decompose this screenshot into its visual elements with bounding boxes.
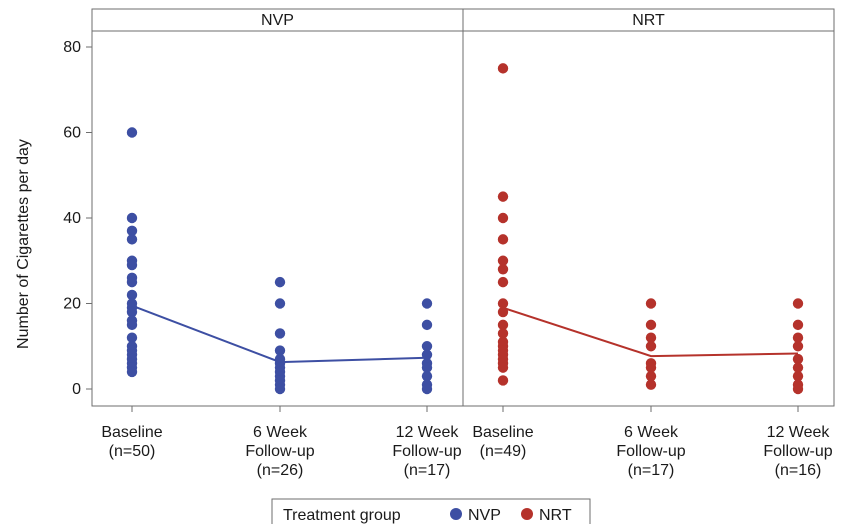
data-point [792,319,804,331]
y-tick-label: 80 [63,39,81,56]
data-point [126,276,138,288]
y-axis-title: Number of Cigarettes per day [15,139,32,349]
panel-title: NVP [261,12,294,29]
data-point [421,298,433,309]
legend-box [271,498,591,524]
data-point [645,332,657,343]
data-point [792,362,804,373]
data-point [497,298,509,309]
panel-title: NRT [632,12,665,29]
y-tick-label: 20 [63,296,81,313]
panel-nvp: NVP Baseline (n=50) 6 Week Follow-up (n=26) 12… [91,8,464,479]
mean-line [502,306,799,358]
data-point [126,212,138,224]
data-point [126,225,138,237]
data-point [126,319,138,331]
data-point [497,63,509,74]
legend-label-nrt: NRT [539,507,572,524]
data-point [497,255,509,266]
data-point [126,127,138,138]
legend-title: Treatment group [283,507,401,524]
data-point [421,362,433,373]
legend-marker-nrt [521,508,533,520]
data-point [274,328,286,339]
data-point [497,191,509,202]
data-point [126,289,138,301]
data-point [274,298,286,309]
data-point [126,332,138,343]
data-point [274,276,286,288]
data-point [497,362,509,373]
legend-marker-nvp [450,508,462,520]
data-point [497,276,509,288]
data-point [792,341,804,352]
data-point [792,383,804,395]
x-tick-label: Baseline (n=49) [472,424,533,460]
data-point [126,306,138,318]
legend: Treatment group NVP NRT [271,498,591,524]
data-point [421,319,433,331]
data-point [645,379,657,390]
panel-frame [462,30,835,407]
data-point [497,234,509,245]
x-tick-label: 12 Week Follow-up (n=17) [392,424,461,479]
data-point [792,370,804,382]
data-point [497,319,509,331]
data-point [421,349,433,360]
data-point [645,298,657,309]
data-point [421,383,433,395]
data-point [497,375,509,386]
data-point [645,370,657,382]
y-tick-label: 40 [63,210,81,227]
data-point [645,362,657,373]
data-point [792,332,804,343]
data-point [792,353,804,365]
data-point [274,383,286,395]
panel-nrt: NRT Baseline (n=49) 6 Week Follow-up (n=17) 12… [462,8,835,479]
data-point [497,306,509,318]
data-point [497,264,509,275]
panels: NVP Baseline (n=50) 6 Week Follow-up (n=26) 12… [91,8,835,479]
y-axis: 0 20 40 60 80 [63,39,92,398]
data-point [126,234,138,245]
data-point [274,345,286,356]
data-point [421,370,433,382]
y-tick-label: 60 [63,125,81,142]
data-point [792,298,804,309]
data-point [126,259,138,271]
legend-label-nvp: NVP [468,507,501,524]
x-tick-label: 12 Week Follow-up (n=16) [763,424,832,479]
data-point [126,366,138,378]
data-point [645,341,657,352]
data-point [497,212,509,224]
x-tick-label: 6 Week Follow-up (n=26) [245,424,314,479]
y-tick-label: 0 [72,381,81,398]
data-point [497,328,509,339]
x-tick-label: 6 Week Follow-up (n=17) [616,424,685,479]
x-tick-label: Baseline (n=50) [101,424,162,460]
data-point [421,341,433,352]
data-point [645,319,657,331]
